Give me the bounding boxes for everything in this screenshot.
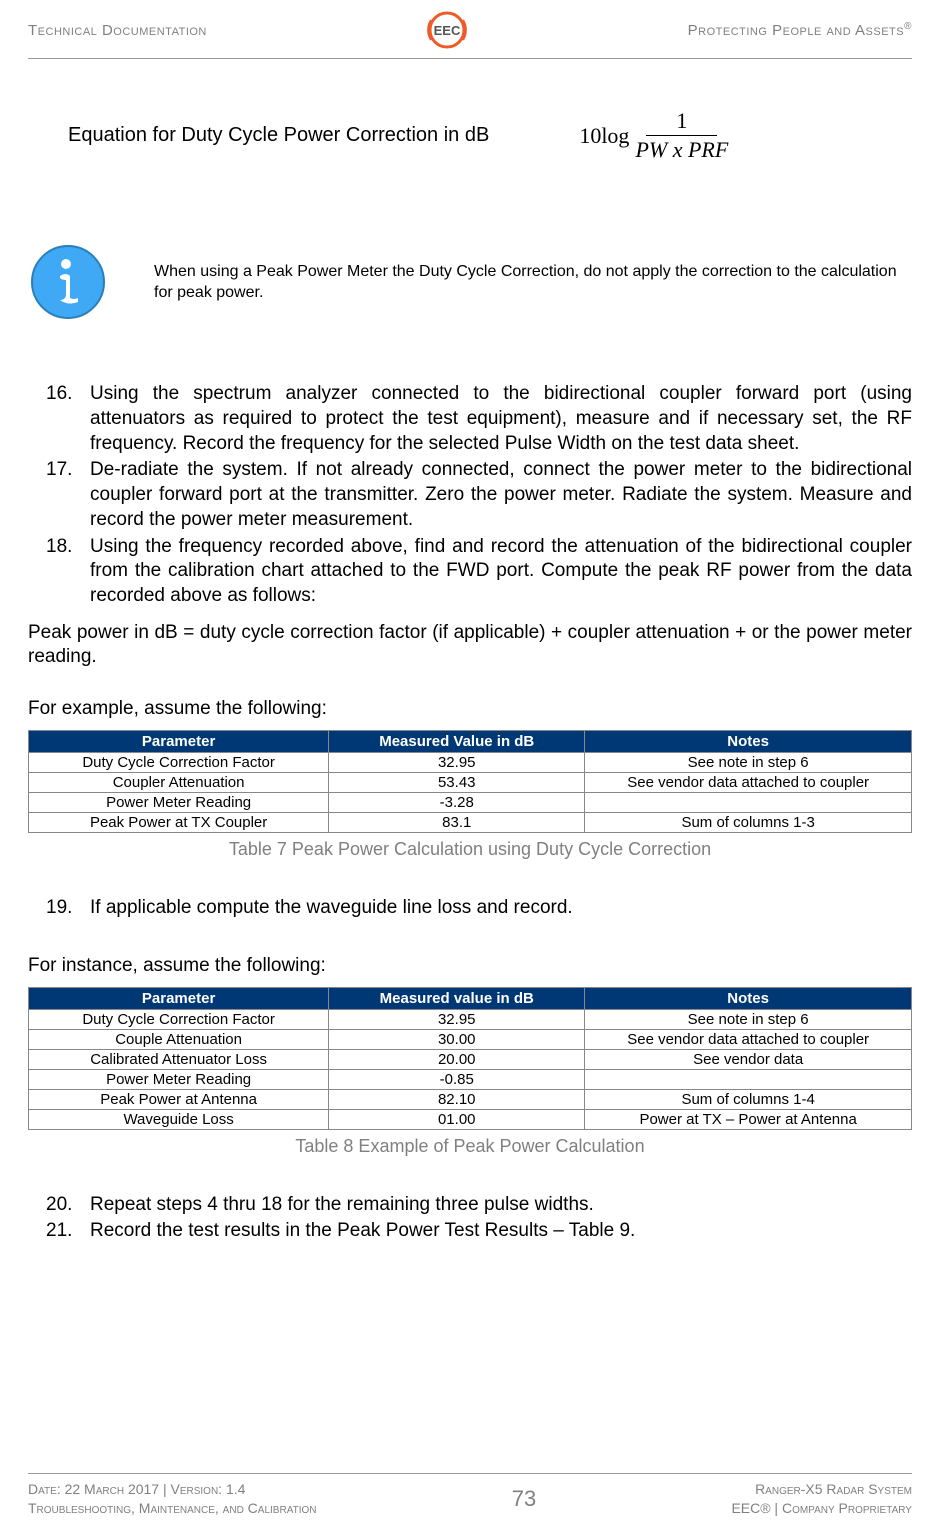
table-header-cell: Parameter [29,730,329,752]
table-cell: Peak Power at Antenna [29,1089,329,1109]
table-7-caption: Table 7 Peak Power Calculation using Dut… [28,839,912,860]
table-cell: Power at TX – Power at Antenna [585,1109,912,1129]
step-number: 16. [46,382,90,456]
table-cell: 83.1 [329,812,585,832]
table-cell: -3.28 [329,792,585,812]
page-content: Equation for Duty Cycle Power Correction… [28,59,912,1244]
table-cell: Power Meter Reading [29,792,329,812]
table-row: Waveguide Loss01.00Power at TX – Power a… [29,1109,912,1129]
footer-right: Ranger-X5 Radar System EEC® | Company Pr… [731,1480,912,1519]
footer-date: Date: 22 March 2017 | Version: 1.4 [28,1480,317,1500]
step-text: Using the frequency recorded above, find… [90,535,912,609]
steps-list-b: 20.Repeat steps 4 thru 18 for the remain… [28,1193,912,1244]
page-number: 73 [512,1486,536,1512]
table-cell [585,792,912,812]
table-cell: -0.85 [329,1069,585,1089]
table-header-cell: Measured Value in dB [329,730,585,752]
table-cell: Couple Attenuation [29,1029,329,1049]
table-cell: 32.95 [329,752,585,772]
info-note: When using a Peak Power Meter the Duty C… [28,242,912,322]
step-19: 19. If applicable compute the waveguide … [28,896,912,921]
equation-denominator: PW x PRF [635,136,728,162]
list-item: 21.Record the test results in the Peak P… [28,1219,912,1244]
footer-system: Ranger-X5 Radar System [731,1480,912,1500]
table-header-cell: Notes [585,730,912,752]
table-header-cell: Notes [585,987,912,1009]
table-cell: Sum of columns 1-4 [585,1089,912,1109]
step-text: De-radiate the system. If not already co… [90,458,912,532]
table-row: Coupler Attenuation53.43See vendor data … [29,772,912,792]
step-number: 20. [46,1193,90,1218]
step-number: 18. [46,535,90,609]
table-cell: See note in step 6 [585,752,912,772]
steps-list-a: 16.Using the spectrum analyzer connected… [28,382,912,608]
footer-left: Date: 22 March 2017 | Version: 1.4 Troub… [28,1480,317,1519]
table-row: Duty Cycle Correction Factor32.95See not… [29,752,912,772]
table-row: Power Meter Reading-0.85 [29,1069,912,1089]
equation-numerator: 1 [646,109,717,136]
equation-label: Equation for Duty Cycle Power Correction… [68,124,489,147]
table-cell: Calibrated Attenuator Loss [29,1049,329,1069]
table-cell: Sum of columns 1-3 [585,812,912,832]
table-row: Calibrated Attenuator Loss20.00See vendo… [29,1049,912,1069]
footer-proprietary: EEC® | Company Proprietary [731,1499,912,1519]
table-row: Peak Power at Antenna82.10Sum of columns… [29,1089,912,1109]
table-cell: See vendor data attached to coupler [585,772,912,792]
step-number: 17. [46,458,90,532]
list-item: 17.De-radiate the system. If not already… [28,458,912,532]
step-text: Using the spectrum analyzer connected to… [90,382,912,456]
table-header-cell: Measured value in dB [329,987,585,1009]
table-cell: 01.00 [329,1109,585,1129]
step-text: Repeat steps 4 thru 18 for the remaining… [90,1193,912,1218]
table-cell: Waveguide Loss [29,1109,329,1129]
table-7: ParameterMeasured Value in dBNotesDuty C… [28,730,912,833]
svg-text:EEC: EEC [434,23,461,38]
table-row: Duty Cycle Correction Factor32.95See not… [29,1009,912,1029]
table-cell: 30.00 [329,1029,585,1049]
table-cell: 20.00 [329,1049,585,1069]
table-row: Power Meter Reading-3.28 [29,792,912,812]
info-note-text: When using a Peak Power Meter the Duty C… [154,261,912,304]
equation-fraction: 1 PW x PRF [635,109,728,162]
step-number: 21. [46,1219,90,1244]
step-text: Record the test results in the Peak Powe… [90,1219,912,1244]
equation-tenlog: 10log [579,123,629,149]
table-cell [585,1069,912,1089]
peak-power-formula: Peak power in dB = duty cycle correction… [28,621,912,670]
table-cell: 53.43 [329,772,585,792]
table-cell: Peak Power at TX Coupler [29,812,329,832]
footer-subtitle: Troubleshooting, Maintenance, and Calibr… [28,1499,317,1519]
table-cell: Duty Cycle Correction Factor [29,1009,329,1029]
table-cell: See note in step 6 [585,1009,912,1029]
list-item: 19. If applicable compute the waveguide … [28,896,912,921]
list-item: 18.Using the frequency recorded above, f… [28,535,912,609]
header-right-text: Protecting People and Assets® [688,21,912,39]
table-header-cell: Parameter [29,987,329,1009]
header-left-text: Technical Documentation [28,22,207,39]
table-cell: 32.95 [329,1009,585,1029]
equation-formula: 10log 1 PW x PRF [579,109,728,162]
table-cell: See vendor data [585,1049,912,1069]
table-cell: 82.10 [329,1089,585,1109]
table-row: Peak Power at TX Coupler83.1Sum of colum… [29,812,912,832]
table-8: ParameterMeasured value in dBNotesDuty C… [28,987,912,1130]
info-icon [28,242,108,322]
step-text: If applicable compute the waveguide line… [90,896,912,921]
list-item: 16.Using the spectrum analyzer connected… [28,382,912,456]
table-cell: See vendor data attached to coupler [585,1029,912,1049]
table-cell: Power Meter Reading [29,1069,329,1089]
table-cell: Duty Cycle Correction Factor [29,752,329,772]
example2-label: For instance, assume the following: [28,955,912,977]
table-row: Couple Attenuation30.00See vendor data a… [29,1029,912,1049]
table-8-caption: Table 8 Example of Peak Power Calculatio… [28,1136,912,1157]
example1-label: For example, assume the following: [28,698,912,720]
table-cell: Coupler Attenuation [29,772,329,792]
list-item: 20.Repeat steps 4 thru 18 for the remain… [28,1193,912,1218]
eec-logo: EEC [419,10,475,50]
page-footer: Date: 22 March 2017 | Version: 1.4 Troub… [28,1473,912,1519]
step-number: 19. [46,896,90,921]
page-header: Technical Documentation EEC Protecting P… [28,0,912,59]
equation-row: Equation for Duty Cycle Power Correction… [28,109,912,162]
